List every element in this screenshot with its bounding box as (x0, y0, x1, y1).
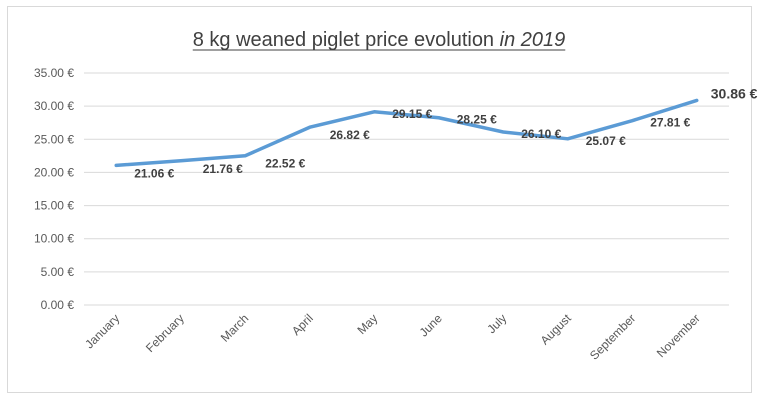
x-tick-label: November (654, 311, 703, 360)
series-line-group (114, 98, 699, 168)
x-tick-label: June (417, 311, 446, 340)
y-tick-label: 0.00 € (41, 298, 75, 312)
data-label: 21.76 € (203, 162, 243, 176)
series-line (114, 98, 699, 168)
data-labels: 21.06 € 21.76 € 22.52 € 26.82 € 29.15 € 28.25… (134, 85, 757, 180)
y-tick-label: 10.00 € (34, 232, 74, 246)
x-tick-label: January (82, 311, 122, 351)
x-tick-label: May (354, 311, 380, 337)
chart-title-main: 8 kg weaned piglet price evolution (193, 29, 500, 51)
data-label: 27.81 € (650, 116, 690, 130)
data-label: 22.52 € (265, 157, 305, 171)
chart-title: 8 kg weaned piglet price evolution in 20… (192, 29, 566, 51)
data-label: 26.82 € (330, 128, 370, 142)
chart-title-text: 8 kg weaned piglet price evolution in 20… (193, 29, 566, 51)
x-axis-tick-labels: January February March April May June July Augu… (82, 311, 703, 363)
y-axis-tick-labels: 0.00 € 5.00 € 10.00 € 15.00 € 20.00 € 25.00 €… (34, 66, 74, 312)
data-label: 21.06 € (134, 166, 174, 180)
y-tick-label: 5.00 € (41, 265, 75, 279)
x-tick-label: February (143, 311, 187, 355)
data-label: 28.25 € (457, 113, 497, 127)
data-label: 30.86 € (711, 85, 758, 101)
y-tick-label: 25.00 € (34, 132, 74, 146)
chart-frame (7, 6, 752, 393)
x-tick-label: September (587, 311, 638, 362)
y-tick-label: 20.00 € (34, 165, 74, 179)
y-tick-label: 15.00 € (34, 199, 74, 213)
x-tick-label: August (538, 311, 575, 348)
gridlines (84, 72, 729, 306)
y-tick-label: 35.00 € (34, 66, 74, 80)
data-label: 29.15 € (392, 107, 432, 121)
x-tick-label: March (218, 311, 251, 344)
data-label: 26.10 € (521, 127, 561, 141)
x-tick-label: April (289, 311, 316, 338)
chart-title-emphasis: in 2019 (500, 29, 566, 51)
data-label: 25.07 € (586, 134, 626, 148)
y-tick-label: 30.00 € (34, 99, 74, 113)
x-tick-label: July (484, 311, 509, 336)
